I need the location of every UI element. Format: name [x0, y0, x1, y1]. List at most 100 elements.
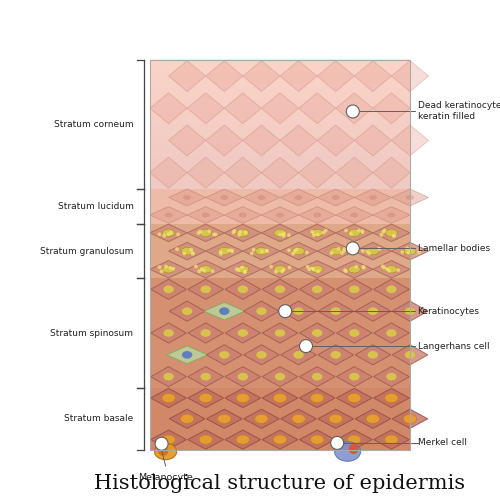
Text: Lamellar bodies: Lamellar bodies — [418, 244, 490, 253]
Circle shape — [312, 234, 316, 237]
Ellipse shape — [275, 329, 285, 337]
Circle shape — [194, 264, 198, 268]
Polygon shape — [374, 430, 410, 449]
Circle shape — [235, 268, 238, 271]
Circle shape — [240, 266, 244, 270]
Polygon shape — [298, 206, 336, 224]
Circle shape — [236, 268, 240, 272]
Polygon shape — [188, 280, 224, 299]
Ellipse shape — [182, 308, 192, 315]
Circle shape — [382, 228, 386, 232]
Bar — [150, 92, 410, 98]
Polygon shape — [150, 93, 187, 124]
Circle shape — [378, 247, 382, 251]
Ellipse shape — [237, 230, 249, 236]
Polygon shape — [170, 301, 205, 321]
Ellipse shape — [275, 373, 285, 380]
Polygon shape — [262, 323, 298, 343]
Polygon shape — [262, 157, 298, 188]
Circle shape — [280, 270, 284, 273]
Polygon shape — [262, 206, 298, 224]
Text: keratin filled: keratin filled — [418, 112, 474, 121]
Text: Stratum granulosum: Stratum granulosum — [40, 246, 134, 256]
Ellipse shape — [312, 286, 322, 293]
Ellipse shape — [369, 195, 377, 200]
Ellipse shape — [218, 248, 230, 254]
Ellipse shape — [239, 212, 247, 218]
Circle shape — [281, 233, 285, 237]
Bar — [150, 124, 410, 131]
Ellipse shape — [404, 414, 416, 424]
Polygon shape — [168, 189, 205, 206]
Polygon shape — [298, 260, 336, 278]
Ellipse shape — [162, 266, 174, 273]
Polygon shape — [392, 409, 428, 428]
Circle shape — [343, 268, 347, 272]
Bar — [150, 98, 410, 105]
Polygon shape — [225, 388, 260, 407]
Circle shape — [417, 250, 421, 254]
Circle shape — [392, 234, 396, 238]
Polygon shape — [244, 409, 280, 428]
Circle shape — [361, 249, 364, 253]
Polygon shape — [188, 388, 224, 407]
Circle shape — [305, 250, 309, 254]
Polygon shape — [225, 323, 260, 343]
Bar — [150, 79, 410, 86]
Circle shape — [282, 234, 286, 238]
Circle shape — [200, 267, 203, 271]
Circle shape — [243, 270, 246, 274]
Polygon shape — [336, 388, 372, 407]
Ellipse shape — [274, 266, 286, 273]
Polygon shape — [187, 224, 224, 242]
Polygon shape — [373, 93, 410, 124]
Circle shape — [360, 230, 364, 233]
Bar — [150, 136, 410, 143]
Circle shape — [366, 250, 369, 254]
Polygon shape — [224, 157, 262, 188]
Text: Melanocyte: Melanocyte — [138, 473, 193, 482]
Circle shape — [312, 268, 315, 271]
Polygon shape — [262, 93, 298, 124]
Bar — [150, 104, 410, 112]
Circle shape — [265, 249, 269, 253]
Circle shape — [346, 242, 360, 255]
Polygon shape — [298, 93, 336, 124]
Circle shape — [385, 267, 389, 271]
Circle shape — [158, 265, 162, 269]
Ellipse shape — [164, 329, 174, 337]
Bar — [150, 388, 410, 450]
Circle shape — [230, 248, 234, 252]
Ellipse shape — [348, 444, 358, 454]
Bar — [150, 72, 410, 80]
Polygon shape — [150, 260, 187, 278]
Polygon shape — [336, 93, 373, 124]
Bar — [150, 188, 410, 224]
Polygon shape — [280, 345, 316, 365]
Polygon shape — [300, 323, 335, 343]
Circle shape — [190, 248, 194, 252]
Polygon shape — [354, 60, 392, 92]
Ellipse shape — [236, 394, 250, 402]
Polygon shape — [280, 409, 316, 428]
Polygon shape — [243, 189, 280, 206]
Ellipse shape — [199, 435, 212, 444]
Circle shape — [396, 268, 400, 272]
Ellipse shape — [330, 248, 342, 254]
Circle shape — [295, 248, 298, 252]
Circle shape — [308, 268, 312, 271]
Ellipse shape — [294, 195, 302, 200]
Polygon shape — [354, 189, 392, 206]
Polygon shape — [188, 366, 224, 386]
Ellipse shape — [348, 230, 360, 236]
Ellipse shape — [183, 195, 191, 200]
Polygon shape — [298, 224, 336, 242]
Bar — [150, 85, 410, 92]
Ellipse shape — [180, 414, 194, 424]
Circle shape — [230, 250, 234, 253]
Polygon shape — [280, 301, 316, 321]
Bar — [150, 278, 410, 388]
Ellipse shape — [256, 308, 266, 315]
Polygon shape — [224, 224, 262, 242]
Polygon shape — [206, 125, 243, 156]
